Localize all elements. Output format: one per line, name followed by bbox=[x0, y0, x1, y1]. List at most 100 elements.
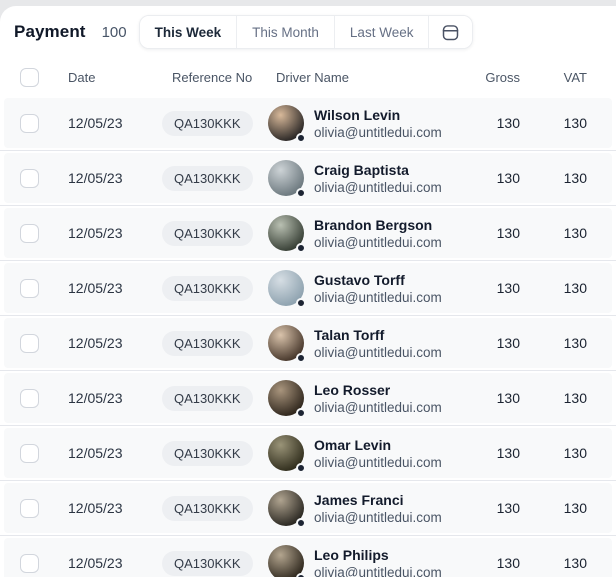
reference-cell: QA130KKK bbox=[160, 550, 264, 576]
table-row[interactable]: 12/05/23 QA130KKK Brandon Bergson olivia… bbox=[4, 208, 612, 258]
status-dot-icon bbox=[296, 408, 306, 418]
driver-avatar bbox=[268, 270, 306, 308]
driver-cell: Leo Rosser olivia@untitledui.com bbox=[264, 380, 442, 418]
driver-email: olivia@untitledui.com bbox=[314, 564, 442, 577]
driver-avatar bbox=[268, 545, 306, 577]
table-row[interactable]: 12/05/23 QA130KKK James Franci olivia@un… bbox=[4, 483, 612, 533]
calendar-button[interactable] bbox=[429, 16, 473, 48]
row-checkbox[interactable] bbox=[20, 278, 39, 298]
date-cell: 12/05/23 bbox=[68, 500, 123, 516]
table-header-row: Date Reference No Driver Name Gross VAT bbox=[4, 58, 612, 96]
status-dot-icon bbox=[296, 463, 306, 473]
driver-identity: James Franci olivia@untitledui.com bbox=[314, 491, 442, 526]
tab-last-week[interactable]: Last Week bbox=[334, 16, 430, 48]
status-dot-icon bbox=[296, 573, 306, 577]
driver-avatar bbox=[268, 215, 306, 253]
row-separator bbox=[0, 478, 616, 483]
row-checkbox[interactable] bbox=[20, 443, 39, 463]
driver-identity: Craig Baptista olivia@untitledui.com bbox=[314, 161, 442, 196]
driver-identity: Brandon Bergson olivia@untitledui.com bbox=[314, 216, 442, 251]
status-dot-icon bbox=[296, 243, 306, 253]
table-row[interactable]: 12/05/23 QA130KKK Leo Rosser olivia@unti… bbox=[4, 373, 612, 423]
driver-email: olivia@untitledui.com bbox=[314, 124, 442, 140]
gross-value: 130 bbox=[496, 280, 520, 296]
gross-value: 130 bbox=[496, 445, 520, 461]
reference-badge: QA130KKK bbox=[162, 220, 253, 246]
driver-email: olivia@untitledui.com bbox=[314, 344, 442, 360]
tab-this-week[interactable]: This Week bbox=[139, 16, 238, 48]
tab-this-month[interactable]: This Month bbox=[237, 16, 335, 48]
row-separator bbox=[0, 148, 616, 153]
status-dot-icon bbox=[296, 298, 306, 308]
driver-avatar bbox=[268, 380, 306, 418]
table-row[interactable]: 12/05/23 QA130KKK Omar Levin olivia@unti… bbox=[4, 428, 612, 478]
driver-name: Leo Rosser bbox=[314, 381, 391, 398]
column-header-vat: VAT bbox=[563, 69, 587, 85]
driver-email: olivia@untitledui.com bbox=[314, 509, 442, 525]
date-cell: 12/05/23 bbox=[68, 335, 123, 351]
gross-value: 130 bbox=[496, 170, 520, 186]
date-cell: 12/05/23 bbox=[68, 170, 123, 186]
driver-name: James Franci bbox=[314, 491, 404, 508]
vat-value: 130 bbox=[563, 115, 587, 131]
reference-badge: QA130KKK bbox=[162, 110, 253, 136]
page-title: Payment bbox=[14, 22, 86, 41]
driver-cell: Wilson Levin olivia@untitledui.com bbox=[264, 105, 442, 143]
table-row[interactable]: 12/05/23 QA130KKK Wilson Levin olivia@un… bbox=[4, 98, 612, 148]
table-row[interactable]: 12/05/23 QA130KKK Craig Baptista olivia@… bbox=[4, 153, 612, 203]
driver-name: Gustavo Torff bbox=[314, 271, 405, 288]
row-checkbox[interactable] bbox=[20, 223, 39, 243]
driver-name: Leo Philips bbox=[314, 546, 389, 563]
column-header-driver-name: Driver Name bbox=[276, 69, 349, 85]
reference-cell: QA130KKK bbox=[160, 110, 264, 136]
vat-value: 130 bbox=[563, 225, 587, 241]
gross-value: 130 bbox=[496, 555, 520, 571]
payments-table-body: 12/05/23 QA130KKK Wilson Levin olivia@un… bbox=[0, 98, 616, 577]
row-checkbox[interactable] bbox=[20, 553, 39, 573]
vat-value: 130 bbox=[563, 500, 587, 516]
column-header-date: Date bbox=[68, 69, 96, 85]
vat-value: 130 bbox=[563, 280, 587, 296]
row-checkbox[interactable] bbox=[20, 498, 39, 518]
table-row[interactable]: 12/05/23 QA130KKK Talan Torff olivia@unt… bbox=[4, 318, 612, 368]
driver-email: olivia@untitledui.com bbox=[314, 454, 442, 470]
driver-identity: Leo Philips olivia@untitledui.com bbox=[314, 546, 442, 577]
reference-cell: QA130KKK bbox=[160, 330, 264, 356]
topbar: Payment 100 This Week This Month Last We… bbox=[0, 6, 616, 58]
reference-badge: QA130KKK bbox=[162, 275, 253, 301]
table-row[interactable]: 12/05/23 QA130KKK Leo Philips olivia@unt… bbox=[4, 538, 612, 577]
driver-avatar bbox=[268, 435, 306, 473]
date-filter-segmented-control: This Week This Month Last Week bbox=[138, 15, 474, 49]
gross-value: 130 bbox=[496, 390, 520, 406]
date-cell: 12/05/23 bbox=[68, 115, 123, 131]
vat-value: 130 bbox=[563, 445, 587, 461]
reference-badge: QA130KKK bbox=[162, 550, 253, 576]
driver-cell: Gustavo Torff olivia@untitledui.com bbox=[264, 270, 442, 308]
payment-panel: Payment 100 This Week This Month Last We… bbox=[0, 6, 616, 577]
reference-badge: QA130KKK bbox=[162, 330, 253, 356]
driver-email: olivia@untitledui.com bbox=[314, 399, 442, 415]
row-checkbox[interactable] bbox=[20, 388, 39, 408]
reference-cell: QA130KKK bbox=[160, 385, 264, 411]
table-row[interactable]: 12/05/23 QA130KKK Gustavo Torff olivia@u… bbox=[4, 263, 612, 313]
date-cell: 12/05/23 bbox=[68, 445, 123, 461]
driver-name: Wilson Levin bbox=[314, 106, 401, 123]
row-separator bbox=[0, 313, 616, 318]
row-checkbox[interactable] bbox=[20, 113, 39, 133]
row-checkbox[interactable] bbox=[20, 333, 39, 353]
date-cell: 12/05/23 bbox=[68, 555, 123, 571]
vat-value: 130 bbox=[563, 555, 587, 571]
row-separator bbox=[0, 533, 616, 538]
driver-email: olivia@untitledui.com bbox=[314, 289, 442, 305]
row-separator bbox=[0, 368, 616, 373]
reference-cell: QA130KKK bbox=[160, 440, 264, 466]
driver-cell: Craig Baptista olivia@untitledui.com bbox=[264, 160, 442, 198]
driver-name: Omar Levin bbox=[314, 436, 392, 453]
gross-value: 130 bbox=[496, 500, 520, 516]
driver-avatar bbox=[268, 160, 306, 198]
select-all-checkbox[interactable] bbox=[20, 67, 39, 87]
row-checkbox[interactable] bbox=[20, 168, 39, 188]
vat-value: 130 bbox=[563, 335, 587, 351]
driver-cell: Brandon Bergson olivia@untitledui.com bbox=[264, 215, 442, 253]
status-dot-icon bbox=[296, 518, 306, 528]
